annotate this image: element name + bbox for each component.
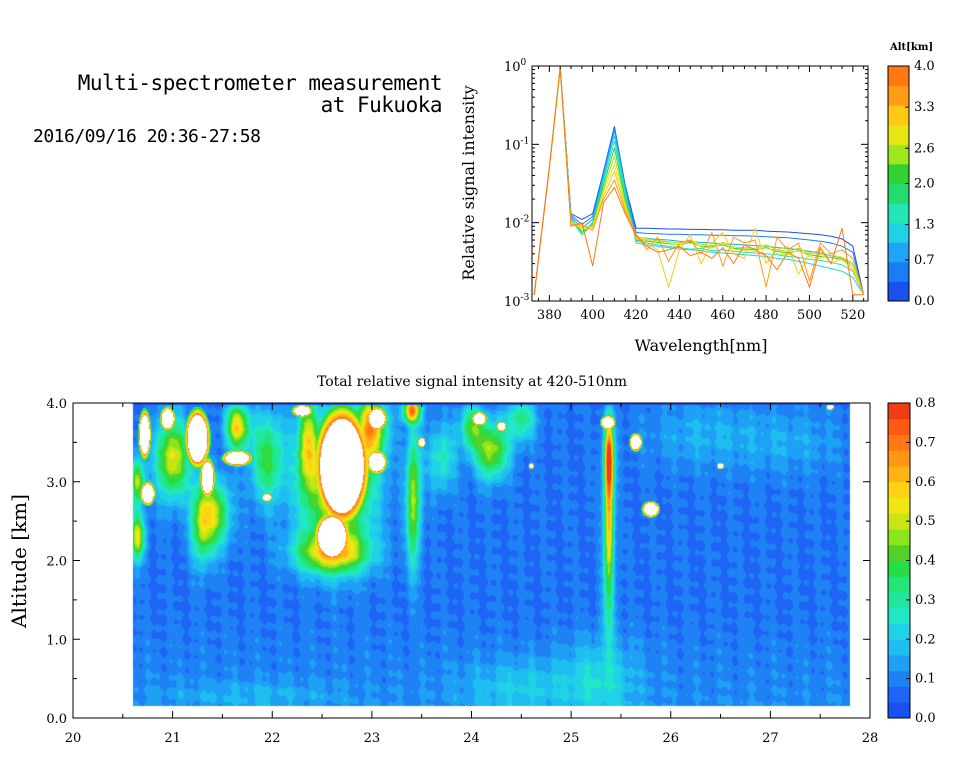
intensity-colorbar-segment [888, 529, 910, 546]
intensity-colorbar-segment [888, 497, 910, 514]
intensity-colorbar-tick-label: 0.7 [915, 435, 936, 450]
spectrum-y-axis-label: Relative signal intensity [459, 85, 478, 280]
spectrum-x-tick-label: 380 [537, 308, 562, 323]
spectrum-series-line [533, 67, 865, 295]
spectrum-x-ticks: 380 400 420 440 460 480 500 520 [537, 66, 865, 323]
spectrum-series-group [533, 67, 865, 296]
spectrum-series-line [533, 67, 865, 295]
intensity-colorbar-segment [888, 418, 910, 435]
title-line-2: at Fukuoka [320, 93, 443, 117]
intensity-colorbar-segment [888, 576, 910, 593]
title-block: Multi-spectrometer measurement at Fukuok… [10, 71, 443, 117]
intensity-colorbar-segment [888, 639, 910, 656]
altitude-colorbar-segment [888, 203, 909, 224]
heatmap-y-axis-label: Altitude [km] [7, 494, 31, 629]
altitude-colorbar-segment [888, 242, 909, 263]
heatmap-x-tick-label: 21 [164, 731, 181, 746]
altitude-colorbar-tick-label: 1.3 [914, 218, 935, 233]
intensity-colorbar-segment [888, 592, 910, 609]
altitude-colorbar-segment [888, 124, 909, 145]
heatmap-x-tick-label: 22 [264, 731, 281, 746]
spectrum-plot-frame [531, 65, 869, 302]
intensity-colorbar-segment [888, 623, 910, 640]
altitude-colorbar: 0.0 0.7 1.3 2.0 2.6 3.3 4.0 [887, 59, 935, 309]
heatmap-x-tick-label: 20 [65, 731, 82, 746]
intensity-colorbar-tick-label: 0.1 [915, 672, 936, 687]
spectrum-chart: 380 400 420 440 460 480 500 520 10-310-210-1100… [459, 42, 935, 355]
intensity-colorbar-segment [888, 655, 910, 672]
intensity-colorbar-segment [888, 481, 910, 498]
heatmap-x-tick-label: 23 [364, 731, 381, 746]
heatmap-x-tick-label: 25 [563, 731, 580, 746]
heatmap-y-tick-label: 2.0 [46, 555, 67, 570]
altitude-colorbar-segment [888, 105, 909, 126]
intensity-colorbar-segment [888, 513, 910, 530]
altitude-colorbar-segment [888, 66, 909, 87]
intensity-colorbar-tick-label: 0.8 [915, 396, 936, 411]
altitude-colorbar-segment [888, 183, 909, 204]
heatmap-y-tick-label: 4.0 [46, 397, 67, 412]
intensity-colorbar-segment [888, 544, 910, 561]
altitude-colorbar-segment [888, 261, 909, 282]
heatmap-y-tick-label: 0.0 [46, 712, 67, 727]
spectrum-x-tick-label: 460 [710, 308, 735, 323]
altitude-colorbar-tick-label: 2.6 [914, 141, 935, 156]
altitude-colorbar-segment [888, 163, 909, 184]
spectrum-x-tick-label: 480 [754, 308, 779, 323]
heatmap-x-ticks: 20 21 22 23 24 25 26 27 28 [65, 403, 879, 746]
intensity-colorbar-segment [888, 403, 910, 420]
heatmap-x-tick-label: 26 [662, 731, 679, 746]
intensity-colorbar: 0.0 0.1 0.2 0.3 0.4 0.5 0.6 0.7 0.8 [887, 396, 936, 726]
spectrum-x-tick-label: 400 [580, 308, 605, 323]
heatmap-y-ticks: 0.0 1.0 2.0 3.0 4.0 [46, 397, 870, 727]
intensity-colorbar-tick-label: 0.4 [915, 554, 936, 569]
spectrum-series-line [533, 67, 865, 295]
spectrum-x-tick-label: 520 [840, 308, 865, 323]
altitude-colorbar-segment [888, 281, 909, 302]
heatmap-x-tick-label: 27 [762, 731, 779, 746]
intensity-colorbar-segment [888, 466, 910, 483]
intensity-colorbar-tick-label: 0.5 [915, 514, 936, 529]
altitude-colorbar-segment [888, 144, 909, 165]
spectrum-series-line [533, 67, 865, 295]
spectrum-series-line [533, 67, 865, 295]
heatmap-x-tick-label: 28 [862, 731, 879, 746]
spectrum-series-line [533, 67, 865, 295]
intensity-colorbar-segment [888, 560, 910, 577]
heatmap-canvas [73, 403, 870, 718]
altitude-colorbar-title: Alt[km] [889, 42, 933, 53]
intensity-colorbar-segment [888, 434, 910, 451]
spectrum-series-line [533, 67, 864, 296]
heatmap-canvas-holder [73, 403, 870, 718]
spectrum-x-tick-label: 500 [797, 308, 822, 323]
intensity-colorbar-segment [888, 670, 910, 687]
altitude-colorbar-tick-label: 3.3 [914, 100, 935, 115]
spectrum-x-tick-label: 440 [667, 308, 692, 323]
altitude-colorbar-segment [888, 85, 909, 106]
altitude-colorbar-tick-label: 4.0 [914, 59, 935, 74]
title-line-1: Multi-spectrometer measurement [77, 71, 443, 95]
intensity-colorbar-tick-label: 0.2 [915, 632, 936, 647]
measurement-datetime: 2016/09/16 20:36-27:58 [33, 126, 261, 147]
altitude-colorbar-segment [888, 222, 909, 243]
spectrum-x-axis-label: Wavelength[nm] [635, 336, 768, 355]
spectrum-x-tick-label: 420 [624, 308, 649, 323]
intensity-colorbar-tick-label: 0.3 [915, 593, 936, 608]
heatmap-y-tick-label: 3.0 [46, 476, 67, 491]
intensity-colorbar-tick-label: 0.0 [915, 711, 936, 726]
altitude-colorbar-tick-label: 0.7 [914, 253, 935, 268]
intensity-colorbar-segment [888, 450, 910, 467]
intensity-colorbar-segment [888, 607, 910, 624]
altitude-colorbar-tick-label: 0.0 [914, 294, 935, 309]
intensity-colorbar-tick-label: 0.6 [915, 475, 936, 490]
altitude-colorbar-tick-label: 2.0 [914, 177, 935, 192]
heatmap-x-tick-label: 24 [463, 731, 480, 746]
intensity-colorbar-segment [888, 702, 910, 719]
heatmap-y-tick-label: 1.0 [46, 633, 67, 648]
heatmap-title: Total relative signal intensity at 420-5… [317, 374, 627, 390]
intensity-colorbar-segment [888, 686, 910, 703]
